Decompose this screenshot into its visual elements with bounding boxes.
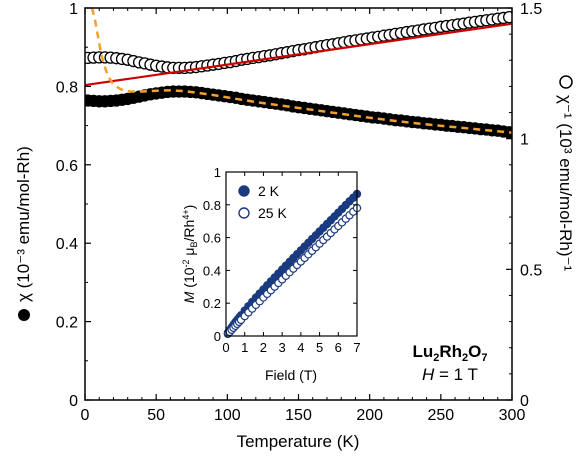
linear-fit-line	[85, 22, 512, 87]
inset-x-tick-label: 4	[297, 340, 304, 355]
legend-2k-label: 2 K	[258, 183, 280, 199]
left-y-tick-label: 0.4	[56, 236, 78, 253]
x-tick-label: 250	[427, 407, 454, 424]
inset-legend: 2 K 25 K	[238, 183, 287, 221]
filled-circle-legend-icon	[18, 309, 30, 321]
x-tick-label: 0	[81, 407, 90, 424]
inset-y-tick-label: 0	[214, 329, 221, 344]
inset-x-axis-label: Field (T)	[265, 367, 317, 383]
inset-y-tick-label: 1	[214, 165, 221, 180]
open-circle-legend-icon	[559, 75, 573, 89]
right-y-tick-label: 1.5	[520, 1, 542, 18]
inset-plot-frame	[225, 171, 358, 337]
left-y-tick-label: 0.8	[56, 79, 78, 96]
compound-annotation: Lu2Rh2O7	[412, 342, 487, 364]
inverse-chi-data-point	[503, 11, 512, 24]
right-axis-label-group: χ⁻¹ (10³ emu/mol-Rh)⁻¹	[556, 75, 575, 271]
left-y-axis-label: χ (10⁻³ emu/mol-Rh)	[14, 146, 33, 302]
x-axis-label: Temperature (K)	[237, 432, 360, 451]
left-y-tick-label: 0.2	[56, 315, 78, 332]
inset-x-tick-label: 7	[353, 340, 360, 355]
inset-y-tick-label: 0.2	[203, 296, 221, 311]
main-fit-lines	[85, 8, 512, 134]
x-tick-label: 300	[499, 407, 526, 424]
right-y-tick-label: 1	[520, 132, 529, 149]
x-tick-label: 150	[285, 407, 312, 424]
left-y-tick-label: 1	[69, 1, 78, 18]
dashed-fit-curve	[90, 8, 512, 134]
inset-axis-ticks: 0 1 2 3 4 5 6 700.20.40.60.81	[203, 165, 361, 355]
left-y-tick-label: 0	[69, 393, 78, 410]
inset-x-tick-label: 0	[222, 340, 229, 355]
inset-data-points	[223, 189, 362, 339]
inset-y-axis-label: M (10-2 μB/Rh4+)	[181, 205, 199, 304]
left-y-tick-label: 0.6	[56, 158, 78, 175]
x-tick-label: 200	[356, 407, 383, 424]
x-tick-label: 100	[214, 407, 241, 424]
inset-x-tick-label: 5	[316, 340, 323, 355]
inset-y-tick-label: 0.6	[203, 231, 221, 246]
right-y-axis-label: χ⁻¹ (10³ emu/mol-Rh)⁻¹	[556, 95, 575, 271]
inset-y-tick-label: 0.8	[203, 198, 221, 213]
inset-x-tick-label: 6	[335, 340, 342, 355]
x-tick-label: 50	[147, 407, 165, 424]
right-y-tick-label: 0	[520, 393, 529, 410]
inset-y-axis-label-group: M (10-2 μB/Rh4+)	[181, 205, 199, 304]
legend-25k-marker	[238, 207, 250, 219]
inset-x-tick-label: 3	[279, 340, 286, 355]
right-y-tick-label: 0.5	[520, 262, 542, 279]
field-annotation: H = 1 T	[422, 365, 478, 384]
inset-x-tick-label: 2	[260, 340, 267, 355]
legend-25k-label: 25 K	[258, 205, 287, 221]
legend-2k-marker	[238, 185, 250, 197]
inset-y-tick-label: 0.4	[203, 263, 221, 278]
inset-x-tick-label: 1	[241, 340, 248, 355]
main-data-points	[85, 11, 512, 139]
left-axis-label-group: χ (10⁻³ emu/mol-Rh)	[14, 146, 33, 321]
